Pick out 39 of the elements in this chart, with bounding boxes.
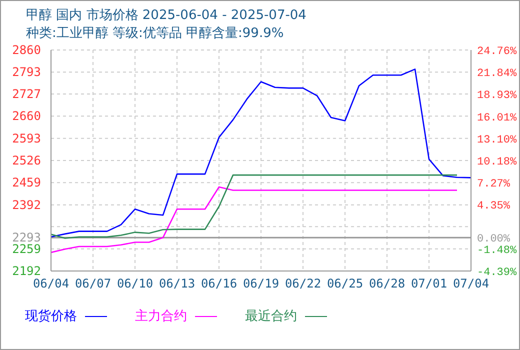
x-tick-label: 06/19 — [242, 276, 280, 291]
y-tick-label: 2459 — [12, 176, 41, 190]
x-tick-label: 06/25 — [326, 276, 364, 291]
y2-tick-label: -1.48% — [477, 244, 518, 257]
y2-tick-label: 24.76% — [477, 46, 518, 58]
y2-tick-label: 10.18% — [477, 156, 518, 169]
y2-tick-label: 16.01% — [477, 112, 518, 124]
y-tick-label: 2727 — [12, 87, 41, 101]
y-tick-label: 2860 — [12, 43, 41, 57]
y2-tick-label: -4.39% — [477, 267, 518, 279]
x-tick-label: 06/22 — [284, 276, 322, 291]
x-tick-label: 07/04 — [452, 276, 490, 291]
y2-tick-label: 7.27% — [477, 178, 510, 191]
y-tick-label: 2660 — [12, 109, 41, 124]
x-tick-label: 06/13 — [158, 276, 196, 291]
y-tick-label: 2192 — [12, 264, 41, 278]
x-tick-label: 06/04 — [32, 276, 70, 291]
y2-tick-label: 0.00% — [477, 234, 510, 246]
x-tick-label: 06/10 — [116, 276, 154, 291]
x-tick-label: 06/28 — [368, 276, 406, 291]
x-tick-label: 07/01 — [410, 276, 448, 291]
line-series — [51, 68, 471, 238]
chart-subtitle: 种类:工业甲醇 等级:优等品 甲醇含量:99.9% — [26, 25, 284, 42]
y2-tick-label: 13.10% — [477, 134, 518, 146]
x-tick-label: 06/16 — [200, 276, 238, 291]
legend-label: 最近合约 — [245, 308, 297, 325]
y2-tick-label: 4.35% — [477, 200, 510, 213]
legend-label: 主力合约 — [135, 308, 187, 325]
line-series — [51, 186, 458, 254]
y2-tick-label: 21.84% — [477, 68, 518, 80]
legend-label: 现货价格 — [25, 308, 77, 325]
y-tick-label: 2526 — [12, 154, 41, 168]
y2-tick-label: 18.93% — [477, 90, 518, 102]
y-tick-label: 2593 — [12, 131, 41, 146]
y-tick-label: 2793 — [12, 65, 41, 80]
line-series — [51, 174, 458, 239]
y-tick-label: 2392 — [12, 198, 41, 212]
chart-title: 甲醇 国内 市场价格 2025-06-04 - 2025-07-04 — [26, 7, 306, 24]
x-tick-label: 06/07 — [74, 276, 112, 291]
